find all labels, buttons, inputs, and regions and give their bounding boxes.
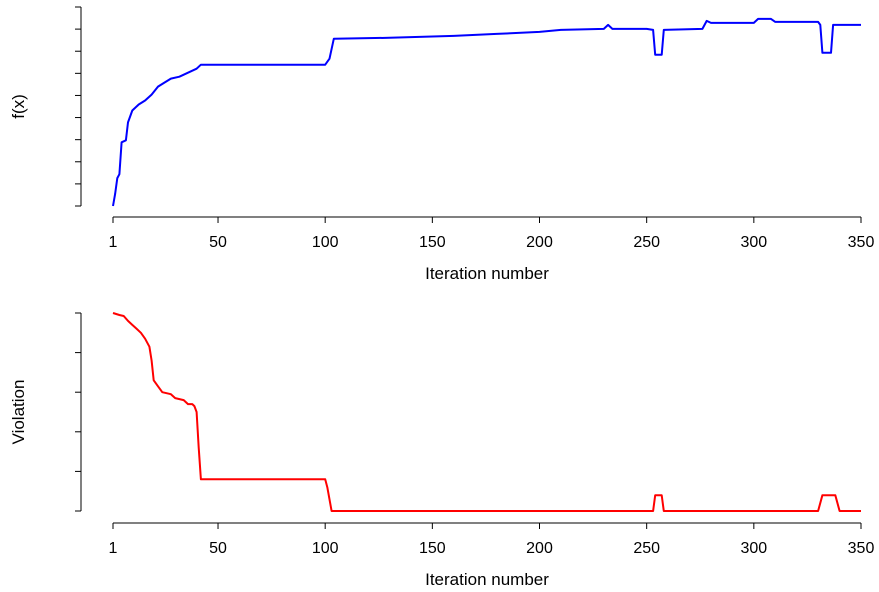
objective-x-tick-label: 300 (740, 234, 767, 251)
violation-x-tick-label: 50 (209, 540, 227, 557)
objective-x-tick-label: 250 (633, 234, 660, 251)
objective-series-line (112, 17, 861, 207)
objective-panel: f(x) Iteration number 1 50 100 150 200 250 300… (9, 6, 875, 283)
objective-x-axis-title: Iteration number (425, 264, 549, 283)
objective-x-tick-label: 150 (419, 234, 446, 251)
objective-x-tick-label: 1 (109, 234, 118, 251)
objective-x-tick-label: 50 (209, 234, 227, 251)
objective-x-tick-label: 350 (848, 234, 875, 251)
violation-x-tick-label: 350 (848, 540, 875, 557)
violation-x-axis-title: Iteration number (425, 570, 549, 589)
violation-x-tick-label: 150 (419, 540, 446, 557)
violation-x-tick-label: 1 (109, 540, 118, 557)
objective-x-tick-label: 200 (526, 234, 553, 251)
objective-x-tick-label: 100 (312, 234, 339, 251)
objective-y-axis-title: f(x) (9, 94, 28, 119)
violation-y-axis-title: Violation (9, 380, 28, 445)
violation-x-tick-label: 100 (312, 540, 339, 557)
violation-x-tick-label: 300 (740, 540, 767, 557)
violation-panel: Violation Iteration number 1 50 100 150 200 2… (9, 312, 875, 589)
violation-x-tick-label: 250 (633, 540, 660, 557)
violation-series-line (112, 312, 861, 512)
violation-x-tick-label: 200 (526, 540, 553, 557)
